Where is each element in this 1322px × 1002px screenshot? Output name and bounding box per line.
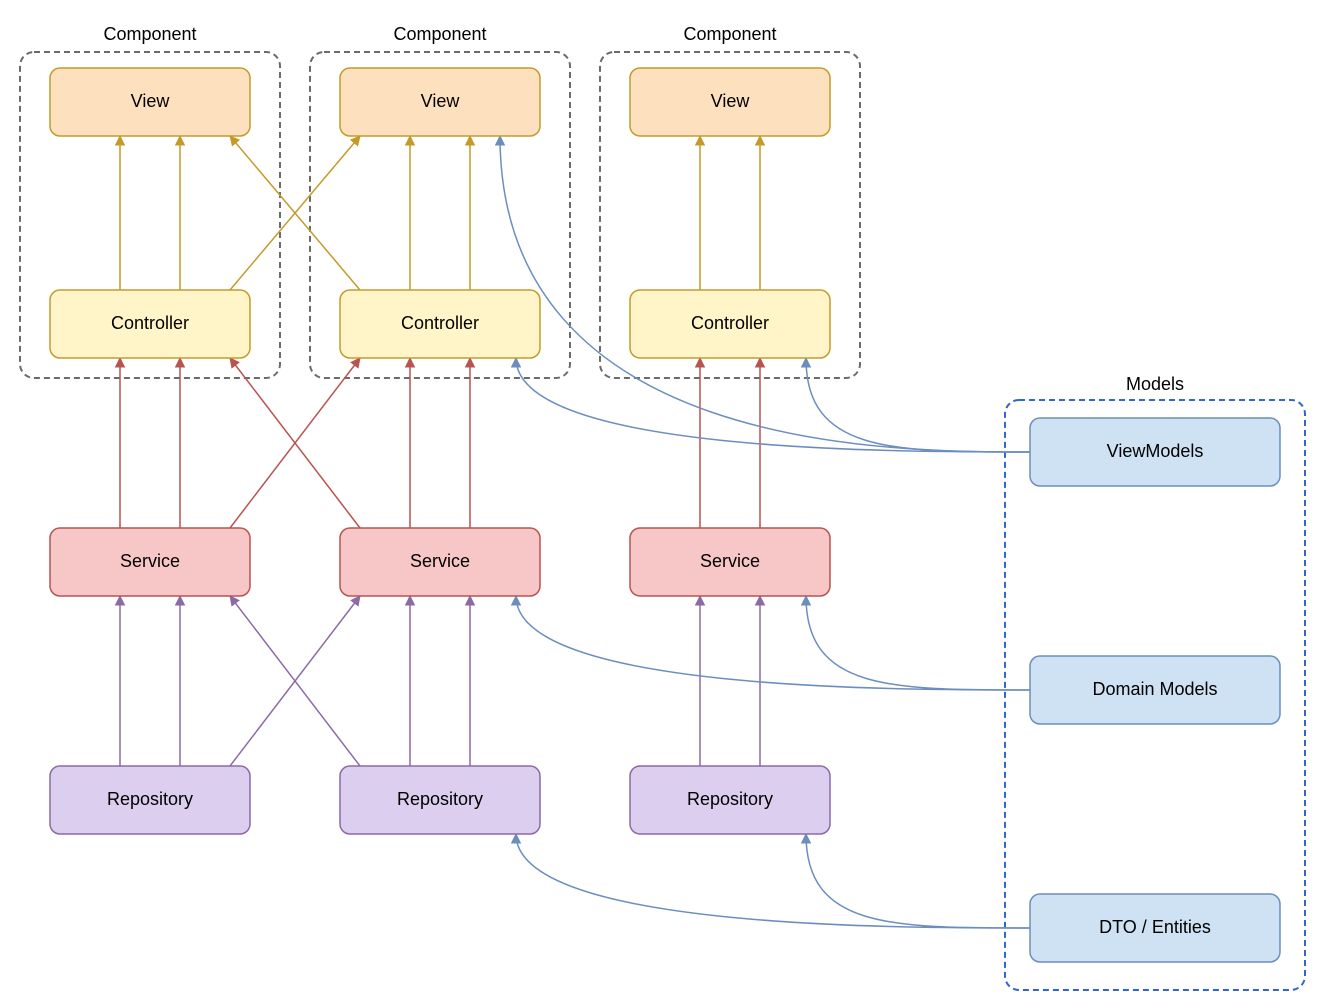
group-label-comp1: Component [103, 24, 196, 44]
node-label-svc1: Service [120, 551, 180, 571]
architecture-diagram: ComponentComponentComponentModelsViewVie… [0, 0, 1322, 1002]
node-label-svc2: Service [410, 551, 470, 571]
node-label-view1: View [131, 91, 171, 111]
edge-dto-repo3 [806, 834, 1030, 928]
node-label-repo1: Repository [107, 789, 193, 809]
node-label-ctrl3: Controller [691, 313, 769, 333]
groups-layer: Component Component Component Models [20, 24, 1305, 990]
node-label-svc3: Service [700, 551, 760, 571]
node-label-vm: ViewModels [1107, 441, 1204, 461]
edges-layer [120, 136, 1030, 928]
group-label-comp3: Component [683, 24, 776, 44]
group-label-models: Models [1126, 374, 1184, 394]
node-label-ctrl1: Controller [111, 313, 189, 333]
node-label-view3: View [711, 91, 751, 111]
node-label-dto: DTO / Entities [1099, 917, 1211, 937]
node-label-repo2: Repository [397, 789, 483, 809]
edge-dto-repo2 [516, 834, 1030, 928]
edge-vm-ctrl2 [516, 358, 1030, 452]
edge-dm-svc2 [516, 596, 1030, 690]
edge-dm-svc3 [806, 596, 1030, 690]
node-label-ctrl2: Controller [401, 313, 479, 333]
node-label-view2: View [421, 91, 461, 111]
group-label-comp2: Component [393, 24, 486, 44]
node-label-dm: Domain Models [1092, 679, 1217, 699]
nodes-layer: View View View Controller Controller Controll… [50, 68, 1280, 962]
node-label-repo3: Repository [687, 789, 773, 809]
edge-vm-ctrl3 [806, 358, 1030, 452]
